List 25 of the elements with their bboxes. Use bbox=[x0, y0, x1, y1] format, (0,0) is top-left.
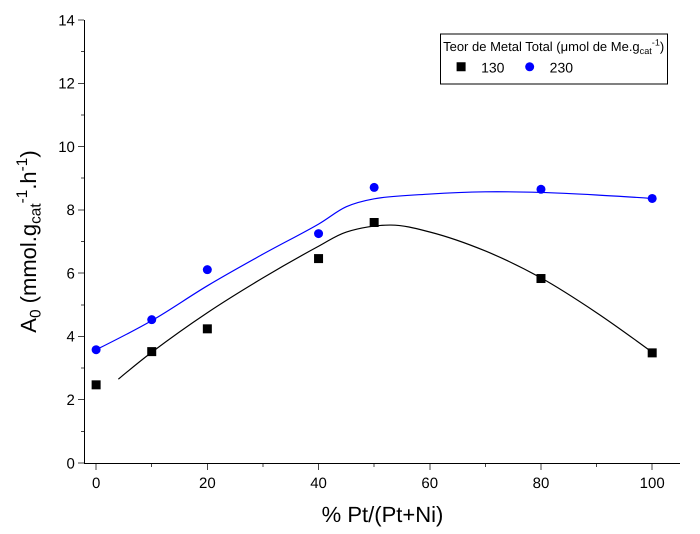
y-tick-label: 10 bbox=[58, 138, 75, 156]
y-tick-label: 2 bbox=[66, 392, 75, 409]
x-tick-label: 0 bbox=[92, 475, 100, 492]
y-tick-label: 8 bbox=[66, 202, 75, 220]
y-tick-label: 6 bbox=[66, 265, 75, 282]
point bbox=[370, 182, 379, 192]
y-tick-label: 14 bbox=[58, 12, 75, 30]
y-tick-label: 0 bbox=[66, 455, 75, 472]
legend-label: 230 bbox=[550, 59, 574, 76]
legend-title: Teor de Metal Total (μmol de Me.g$_{cat}$$^{-1}$) bbox=[443, 38, 664, 56]
legend-label: 130 bbox=[481, 59, 505, 76]
x-tick-label: 40 bbox=[310, 475, 327, 492]
x-tick-label: 100 bbox=[640, 475, 665, 492]
y-tick-label: 12 bbox=[58, 76, 75, 93]
x-tick-label: 80 bbox=[532, 475, 550, 492]
x-tick-label: 60 bbox=[421, 475, 438, 492]
x-tick-label: 20 bbox=[198, 475, 216, 492]
x-axis-title: % Pt/(Pt+Ni) bbox=[322, 502, 444, 527]
point bbox=[92, 380, 101, 390]
point bbox=[202, 324, 212, 334]
point bbox=[202, 265, 212, 274]
point bbox=[314, 254, 324, 264]
y-tick-label: 4 bbox=[66, 328, 75, 346]
point bbox=[314, 229, 324, 238]
point bbox=[648, 348, 657, 358]
